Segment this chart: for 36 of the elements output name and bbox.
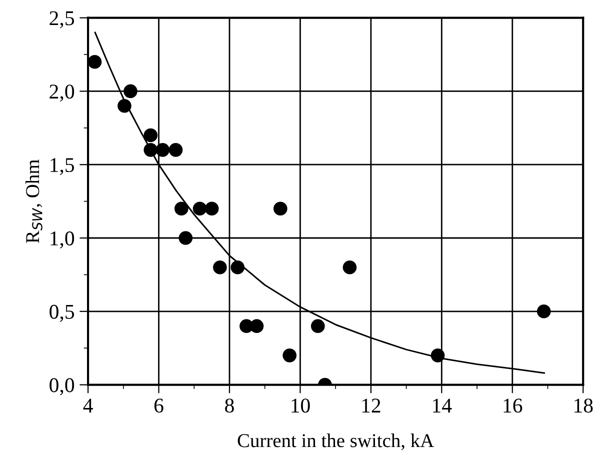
point bbox=[144, 143, 158, 157]
point bbox=[430, 348, 445, 362]
point bbox=[174, 202, 188, 216]
y-tick-label: 1,0 bbox=[50, 231, 74, 248]
point bbox=[168, 143, 183, 157]
point bbox=[274, 202, 288, 216]
point bbox=[230, 260, 245, 274]
x-tick-label: 18 bbox=[574, 398, 593, 413]
point bbox=[144, 128, 158, 142]
x-tick-label: 6 bbox=[154, 398, 164, 413]
x-tick-label: 10 bbox=[292, 398, 310, 413]
point bbox=[88, 54, 102, 69]
x-tick-label: 16 bbox=[504, 398, 522, 413]
y-tick-label: 1,5 bbox=[50, 158, 74, 176]
point bbox=[310, 319, 325, 333]
point bbox=[124, 84, 138, 98]
point bbox=[536, 304, 551, 318]
x-tick-label: 8 bbox=[225, 398, 234, 413]
point bbox=[118, 98, 132, 113]
y-tick-label: 2,5 bbox=[50, 11, 74, 28]
y-axis-title: R$_{SW}$, Ohm bbox=[25, 160, 42, 244]
x-tick-label: 12 bbox=[362, 398, 380, 412]
point bbox=[282, 348, 297, 362]
point bbox=[250, 319, 264, 333]
point bbox=[178, 231, 193, 245]
point bbox=[204, 202, 219, 216]
x-tick-label: 4 bbox=[83, 398, 93, 412]
point bbox=[213, 260, 227, 274]
x-tick-label: 14 bbox=[433, 398, 452, 412]
y-tick-label: 2,0 bbox=[50, 84, 74, 102]
point bbox=[342, 260, 357, 274]
y-tick-label: 0,0 bbox=[50, 378, 74, 396]
point bbox=[156, 143, 170, 157]
y-tick-label: 0,5 bbox=[50, 304, 74, 322]
x-axis-title: Current in the switch, kA bbox=[238, 434, 434, 450]
point bbox=[192, 202, 207, 216]
